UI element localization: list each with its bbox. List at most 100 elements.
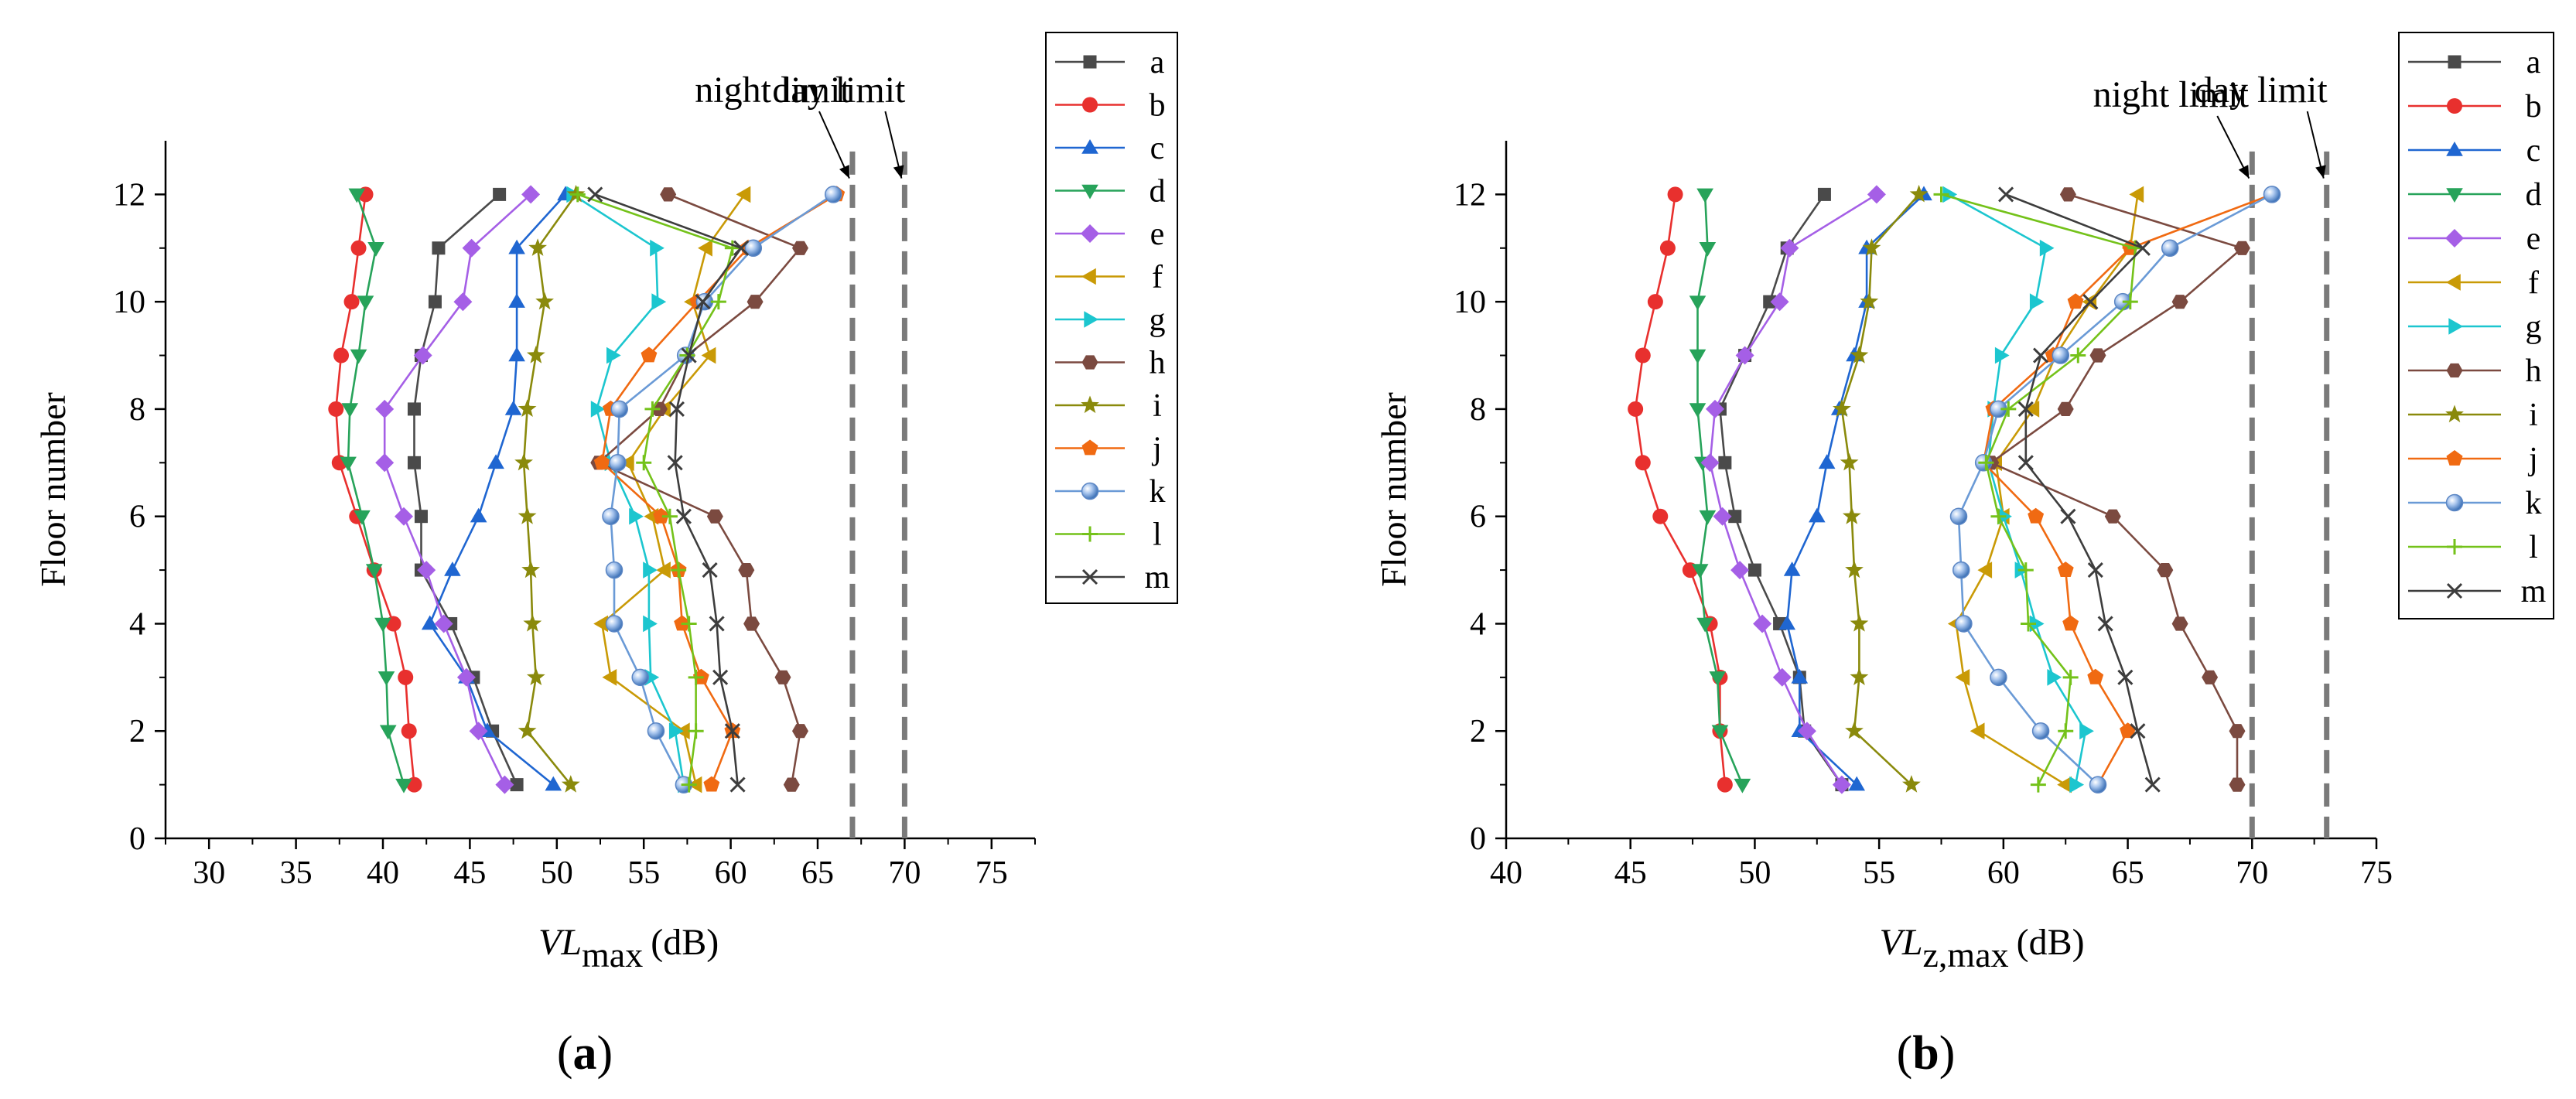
data-point-b bbox=[1717, 776, 1733, 793]
panel-paren-open: ( bbox=[557, 1027, 573, 1080]
data-point-m bbox=[1998, 186, 2014, 203]
data-point-h bbox=[2104, 509, 2121, 524]
data-point-i bbox=[1850, 667, 1869, 685]
series-line-j bbox=[600, 193, 838, 786]
data-point-e bbox=[495, 775, 514, 794]
data-point-k bbox=[605, 561, 624, 579]
data-point-i bbox=[1850, 346, 1869, 363]
data-point-c bbox=[1809, 507, 1826, 523]
legend-label-e: e bbox=[1150, 217, 1165, 252]
data-point-f bbox=[593, 615, 608, 633]
y-tick-label: 8 bbox=[1470, 392, 1486, 428]
data-point-l bbox=[681, 776, 697, 793]
series-line-e bbox=[383, 193, 531, 786]
data-point-g bbox=[2039, 239, 2055, 257]
data-point-m bbox=[709, 616, 725, 632]
data-point-k bbox=[1952, 561, 1970, 579]
series-k bbox=[602, 186, 842, 794]
x-tick-label: 35 bbox=[280, 855, 313, 891]
legend-label-g: g bbox=[1150, 302, 1166, 338]
data-point-j bbox=[2067, 293, 2084, 309]
data-point-d bbox=[365, 564, 383, 579]
legend-label-m: m bbox=[1145, 560, 1170, 596]
data-point-d bbox=[350, 349, 367, 364]
series-line-c bbox=[1785, 193, 1925, 786]
legend-marker-i bbox=[1081, 395, 1099, 414]
data-point-i bbox=[1840, 452, 1859, 471]
data-point-b bbox=[333, 347, 350, 363]
data-point-m bbox=[667, 455, 683, 471]
data-point-i bbox=[528, 238, 547, 256]
data-point-c bbox=[1791, 668, 1809, 684]
data-point-g bbox=[1942, 186, 1958, 203]
legend-marker-g bbox=[2448, 318, 2463, 335]
x-tick-label: 60 bbox=[1987, 855, 2020, 891]
x-tick-label: 45 bbox=[453, 855, 486, 891]
x-axis-label-unit: (dB) bbox=[2017, 922, 2085, 963]
x-tick-label: 45 bbox=[1614, 855, 1647, 891]
data-point-d bbox=[1699, 242, 1717, 257]
legend-marker-i bbox=[2445, 404, 2464, 423]
data-point-m bbox=[729, 776, 746, 793]
data-point-j bbox=[653, 507, 670, 524]
series-l bbox=[569, 186, 740, 793]
data-point-h bbox=[2229, 724, 2246, 739]
legend-label-b: b bbox=[2526, 89, 2542, 125]
x-tick-label: 65 bbox=[2112, 855, 2144, 891]
legend-marker-m bbox=[1081, 568, 1098, 585]
legend-marker-b bbox=[2447, 98, 2462, 114]
data-point-f bbox=[620, 454, 634, 472]
data-point-d bbox=[1734, 778, 1751, 794]
series-line-d bbox=[347, 193, 405, 785]
y-axis-label: Floor number bbox=[33, 392, 73, 587]
data-point-b bbox=[1628, 401, 1644, 417]
legend-label-l: l bbox=[2529, 530, 2538, 565]
data-point-e bbox=[395, 507, 413, 526]
y-tick-label: 2 bbox=[1470, 714, 1486, 749]
data-point-b bbox=[350, 240, 367, 256]
x-tick-label: 50 bbox=[541, 855, 573, 891]
legend-label-h: h bbox=[2526, 353, 2542, 389]
data-point-i bbox=[1845, 721, 1864, 739]
y-tick-label: 12 bbox=[113, 177, 145, 213]
legend-label-c: c bbox=[2526, 133, 2541, 169]
y-tick-label: 2 bbox=[129, 714, 145, 749]
data-point-d bbox=[395, 778, 412, 794]
data-point-m bbox=[2017, 401, 2034, 417]
data-point-f bbox=[2024, 401, 2040, 418]
legend-label-g: g bbox=[2526, 309, 2542, 345]
data-point-a bbox=[428, 295, 442, 309]
legend-label-i: i bbox=[1153, 388, 1162, 424]
legend-marker-g bbox=[1084, 311, 1098, 328]
data-point-f bbox=[2129, 186, 2144, 203]
legend-frame bbox=[1045, 32, 1178, 604]
data-point-m bbox=[2033, 347, 2049, 363]
data-point-l bbox=[2030, 776, 2046, 793]
data-point-b bbox=[401, 723, 417, 739]
data-point-k bbox=[744, 239, 763, 258]
data-point-l bbox=[644, 401, 661, 417]
data-point-k bbox=[647, 722, 665, 740]
data-point-m bbox=[681, 347, 697, 363]
data-point-g bbox=[644, 669, 660, 686]
data-point-d bbox=[1689, 295, 1707, 311]
y-tick-label: 10 bbox=[1454, 285, 1486, 320]
series-g bbox=[566, 186, 692, 794]
x-tick-label: 75 bbox=[975, 855, 1008, 891]
data-point-k bbox=[610, 400, 628, 418]
data-point-c bbox=[1783, 561, 1801, 576]
data-point-m bbox=[2144, 776, 2161, 793]
data-point-i bbox=[1902, 775, 1921, 793]
data-point-l bbox=[724, 240, 740, 256]
data-point-h bbox=[2229, 777, 2246, 792]
data-point-e bbox=[417, 561, 436, 580]
data-point-m bbox=[675, 508, 692, 524]
legend-marker-k bbox=[1081, 482, 1099, 500]
x-tick-label: 70 bbox=[2236, 855, 2268, 891]
data-point-k bbox=[1949, 507, 1968, 525]
data-point-l bbox=[688, 723, 704, 739]
data-point-i bbox=[535, 292, 554, 310]
data-point-m bbox=[668, 401, 685, 417]
